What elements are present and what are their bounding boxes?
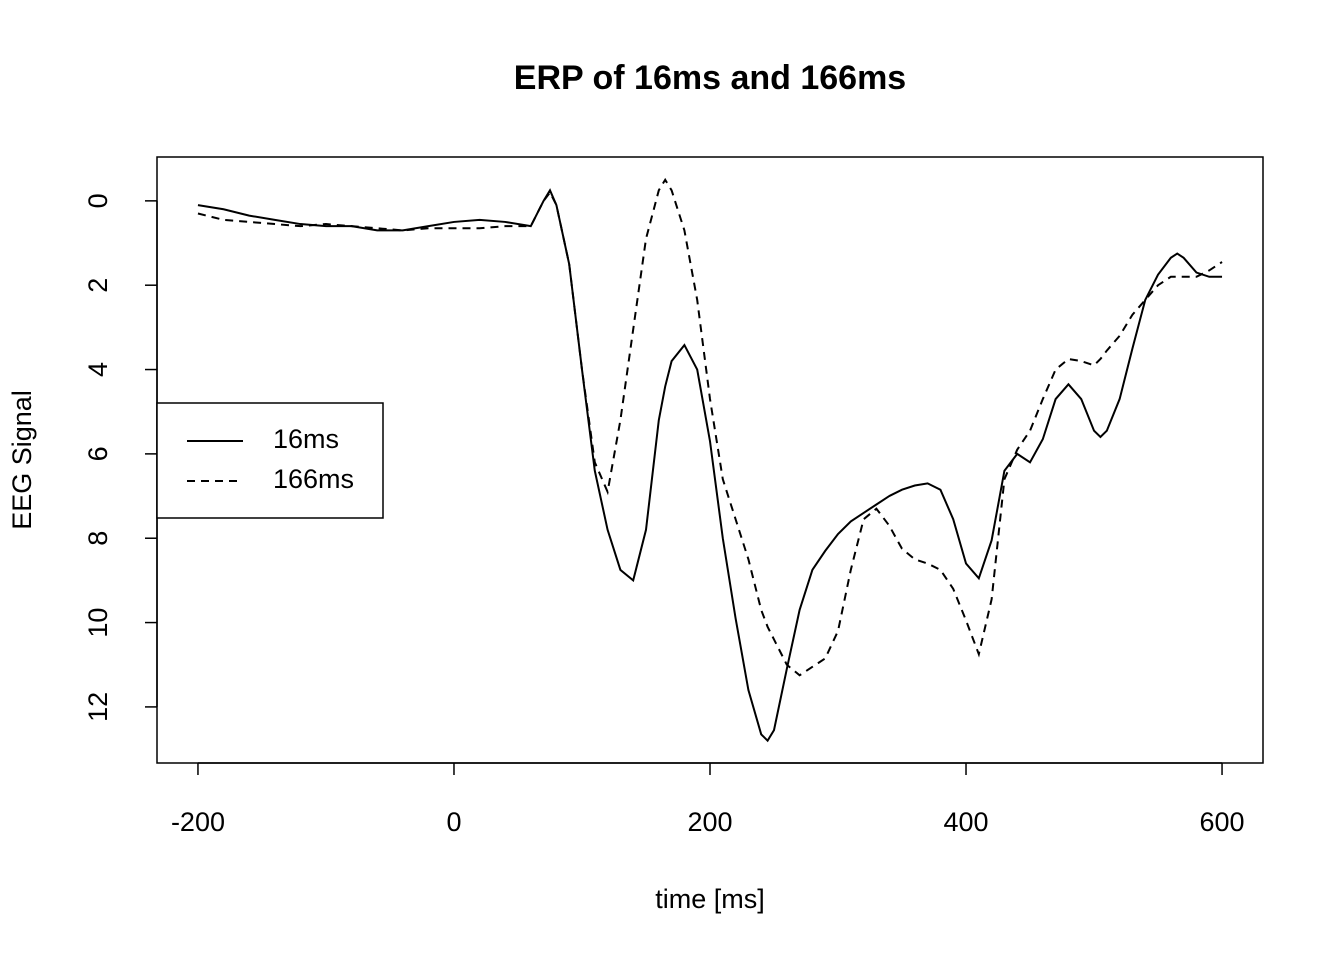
x-tick-label: 200	[687, 807, 732, 837]
legend-label: 166ms	[273, 464, 354, 494]
data-line	[197, 188, 1223, 743]
y-tick-label: 0	[83, 193, 113, 208]
chart-title: ERP of 16ms and 166ms	[514, 59, 906, 97]
y-tick-label: 10	[83, 608, 113, 638]
x-tick-label: 0	[446, 807, 461, 837]
y-tick-label: 2	[83, 278, 113, 293]
y-axis-label: EEG Signal	[7, 390, 37, 530]
x-tick-label: 400	[943, 807, 988, 837]
y-tick-label: 8	[83, 531, 113, 546]
legend-label: 16ms	[273, 424, 339, 454]
x-tick-label: 600	[1200, 807, 1245, 837]
y-tick-label: 6	[83, 446, 113, 461]
y-tick-label: 4	[83, 362, 113, 377]
x-tick-label: -200	[171, 807, 225, 837]
x-axis-label: time [ms]	[655, 884, 765, 914]
data-line	[197, 177, 1223, 677]
legend-box	[156, 402, 384, 519]
y-tick-label: 12	[83, 692, 113, 722]
